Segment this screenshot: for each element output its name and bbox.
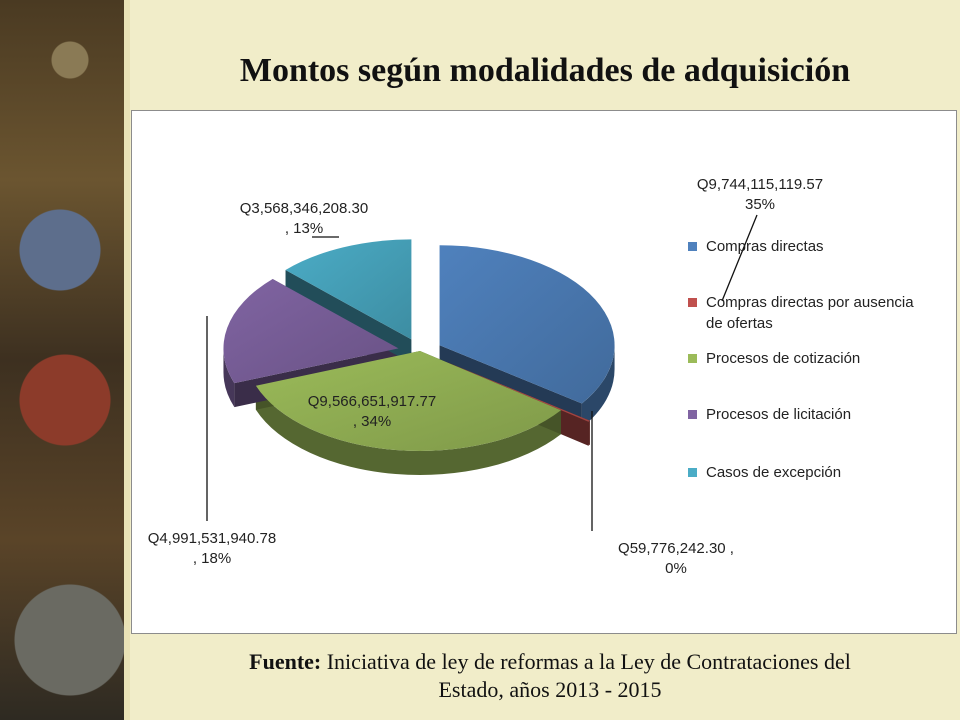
- pie-chart: Q9,744,115,119.57 35% Q59,776,242.30 , 0% Q9…: [131, 110, 957, 634]
- data-label-procesos-de-cotizacion-pct: , 34%: [353, 413, 391, 430]
- legend-item-compras-directas-por-ausencia-de-ofertas-label-1: Compras directas por ausencia: [706, 294, 914, 311]
- slice-procesos-de-licitacion: [223, 278, 399, 384]
- source-prefix: Fuente:: [249, 649, 322, 674]
- legend-item-compras-directas-por-ausencia-de-ofertas-label-2: de ofertas: [706, 315, 773, 332]
- legend-item-procesos-de-cotizacion-label: Procesos de cotización: [706, 350, 860, 367]
- pie-tops: [223, 239, 615, 451]
- legend-item-procesos-de-licitacion-label: Procesos de licitación: [706, 406, 851, 423]
- slice-procesos-de-cotizacion-wall: [255, 385, 561, 475]
- data-label-procesos-de-licitacion-value: Q4,991,531,940.78: [148, 530, 276, 547]
- data-label-procesos-de-cotizacion-value: Q9,566,651,917.77: [308, 393, 436, 410]
- legend-item-compras-directas-por-ausencia-de-ofertas: Compras directas por ausencia de ofertas: [688, 294, 914, 332]
- data-label-casos-de-excepcion-value: Q3,568,346,208.30: [240, 200, 368, 217]
- data-label-compras-directas-por-ausencia-de-ofertas-value: Q59,776,242.30 ,: [618, 540, 734, 557]
- legend-item-casos-de-excepcion-label: Casos de excepción: [706, 464, 841, 481]
- slice-casos-de-excepcion: [285, 239, 412, 340]
- data-labels: Q9,744,115,119.57 35% Q59,776,242.30 , 0% Q9…: [148, 176, 823, 577]
- legend-item-compras-directas: Compras directas: [688, 238, 824, 255]
- legend-item-compras-directas-por-ausencia-de-ofertas-swatch: [688, 298, 697, 307]
- slice-compras-directas-wall: [581, 345, 615, 428]
- data-label-compras-directas-por-ausencia-de-ofertas-pct: 0%: [665, 560, 687, 577]
- legend-item-procesos-de-cotizacion-swatch: [688, 354, 697, 363]
- source-line-1: Iniciativa de ley de reformas a la Ley d…: [326, 649, 851, 674]
- legend-item-compras-directas-swatch: [688, 242, 697, 251]
- source-line-2: Estado, años 2013 - 2015: [438, 677, 662, 702]
- slice-procesos-de-licitacion-wall: [223, 348, 235, 408]
- legend-item-casos-de-excepcion: Casos de excepción: [688, 464, 841, 481]
- legend-item-procesos-de-licitacion: Procesos de licitación: [688, 406, 851, 423]
- legend-item-compras-directas-label: Compras directas: [706, 238, 824, 255]
- data-label-compras-directas-leader: [721, 214, 758, 302]
- slice-procesos-de-cotizacion: [255, 351, 561, 451]
- slice-compras-directas-por-ausencia-de-ofertas: [447, 362, 590, 422]
- data-label-procesos-de-licitacion-pct: , 18%: [193, 550, 231, 567]
- legend-item-casos-de-excepcion-swatch: [688, 468, 697, 477]
- data-label-casos-de-excepcion-pct: , 13%: [285, 220, 323, 237]
- pie-chart-svg: Q9,744,115,119.57 35% Q59,776,242.30 , 0% Q9…: [148, 176, 914, 577]
- slice-compras-directas: [439, 245, 615, 404]
- source-note: Fuente: Iniciativa de ley de reformas a …: [150, 648, 950, 704]
- slide-title: Montos según modalidades de adquisición: [239, 52, 851, 89]
- decorative-medal-image: [0, 0, 130, 720]
- data-label-compras-directas-value: Q9,744,115,119.57: [697, 176, 823, 193]
- data-label-compras-directas-pct: 35%: [745, 196, 775, 213]
- legend: Compras directas Compras directas por aus…: [688, 238, 914, 481]
- legend-item-procesos-de-licitacion-swatch: [688, 410, 697, 419]
- legend-item-procesos-de-cotizacion: Procesos de cotización: [688, 350, 860, 367]
